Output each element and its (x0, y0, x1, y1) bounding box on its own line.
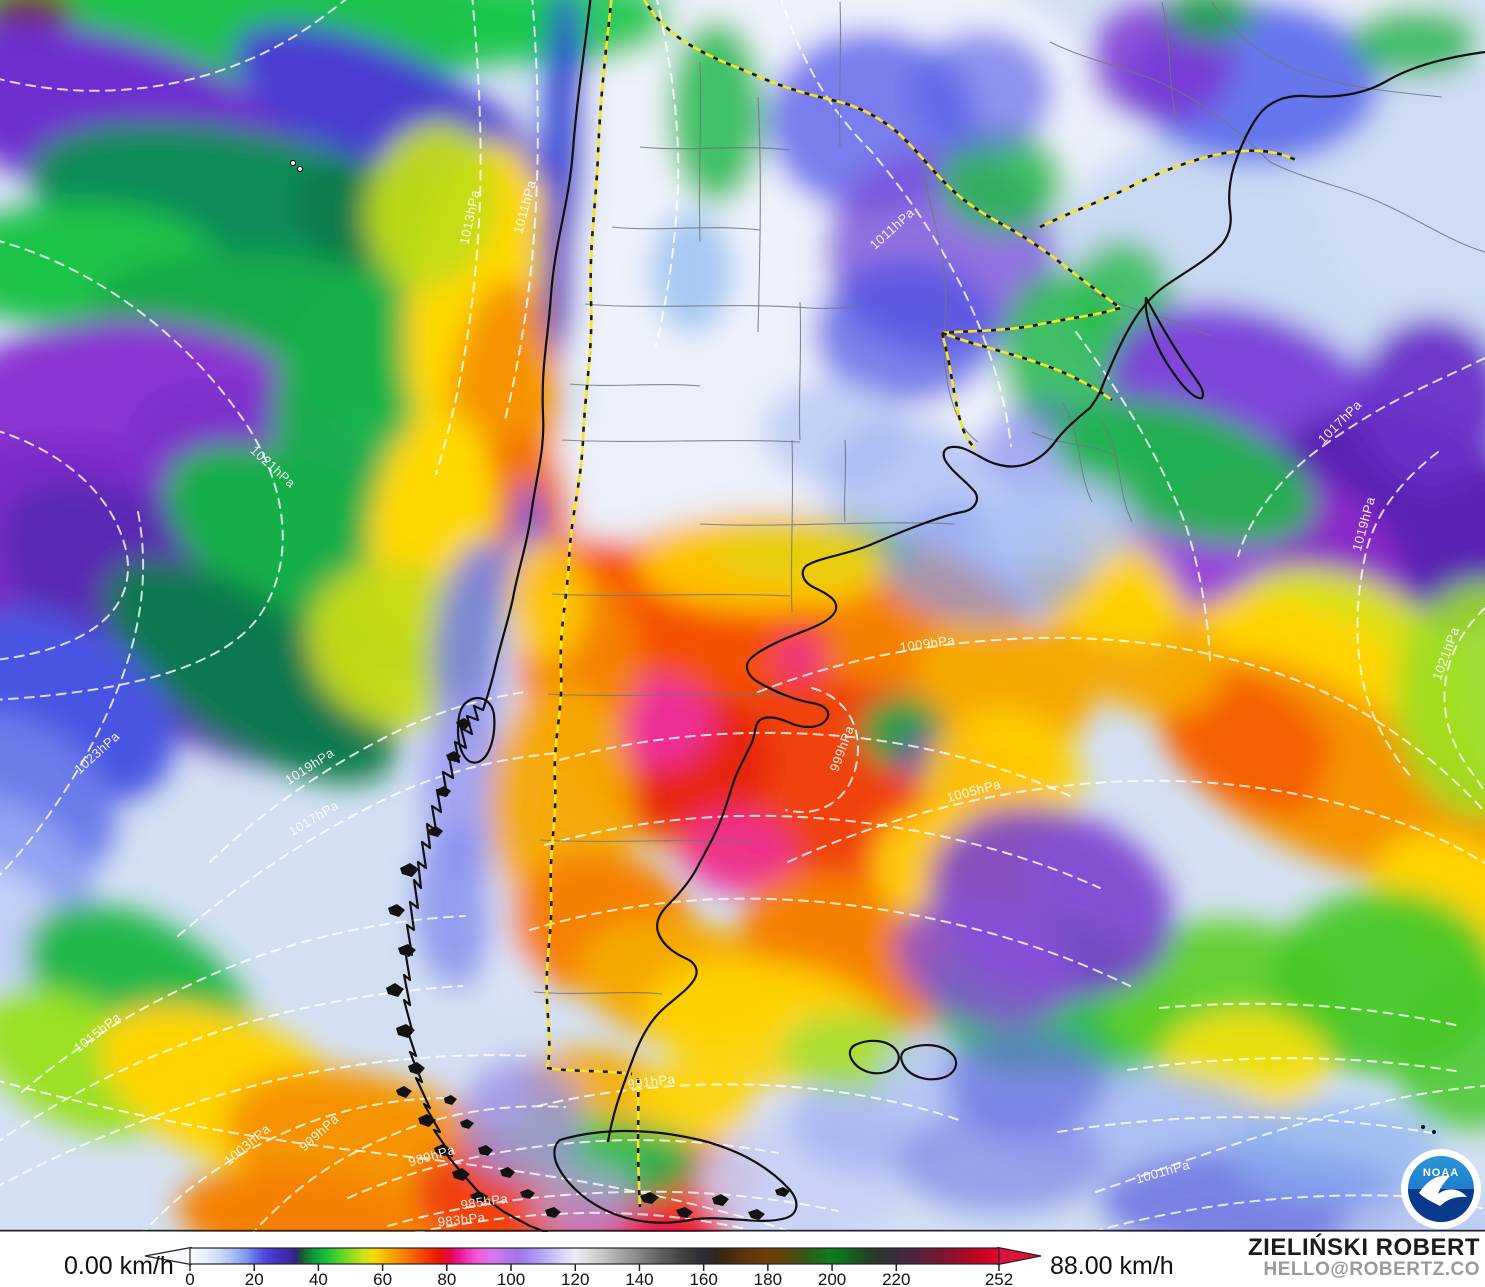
attribution-name: ZIELIŃSKI ROBERT (1247, 1234, 1480, 1261)
islands (386, 718, 790, 1220)
map-dots (290, 160, 1436, 1134)
colorbar-max-label: 88.00 km/h (1050, 1252, 1174, 1280)
map-bottom-border (0, 1229, 1485, 1232)
wind-speed-field (0, 0, 1485, 1232)
noaa-logo-text: NOAA (1423, 1167, 1459, 1179)
svg-text:80: 80 (437, 1270, 456, 1287)
svg-text:252: 252 (985, 1270, 1013, 1287)
colorbar: 0 20 40 60 80 100 120 140 160 180 200 220 252 (144, 1246, 1042, 1287)
svg-text:40: 40 (309, 1270, 328, 1287)
svg-text:983hPa: 983hPa (437, 1210, 486, 1230)
svg-text:100: 100 (497, 1270, 525, 1287)
noaa-logo: NOAA (1401, 1149, 1481, 1229)
svg-text:160: 160 (689, 1270, 717, 1287)
svg-text:985hPa: 985hPa (460, 1191, 510, 1213)
province-borders (533, 1, 1485, 995)
noaa-bird-icon (1419, 1175, 1467, 1206)
svg-text:0: 0 (185, 1270, 194, 1287)
svg-text:180: 180 (754, 1270, 782, 1287)
country-borders (545, 0, 1297, 1208)
svg-text:20: 20 (245, 1270, 264, 1287)
svg-text:60: 60 (373, 1270, 392, 1287)
attribution-email: HELLO@ROBERTZ.CO (1263, 1259, 1480, 1281)
svg-text:991hPa: 991hPa (627, 1071, 677, 1092)
colorbar-panel: 0 20 40 60 80 100 120 140 160 180 200 220 252 0.00 k… (0, 1232, 1485, 1287)
colorbar-min-label: 0.00 km/h (64, 1252, 174, 1280)
svg-text:140: 140 (625, 1270, 653, 1287)
coastlines (402, 0, 1485, 1232)
attribution: ZIELIŃSKI ROBERT HELLO@ROBERTZ.CO (1248, 1235, 1480, 1280)
svg-text:120: 120 (561, 1270, 589, 1287)
svg-text:220: 220 (882, 1270, 910, 1287)
svg-text:200: 200 (818, 1270, 846, 1287)
